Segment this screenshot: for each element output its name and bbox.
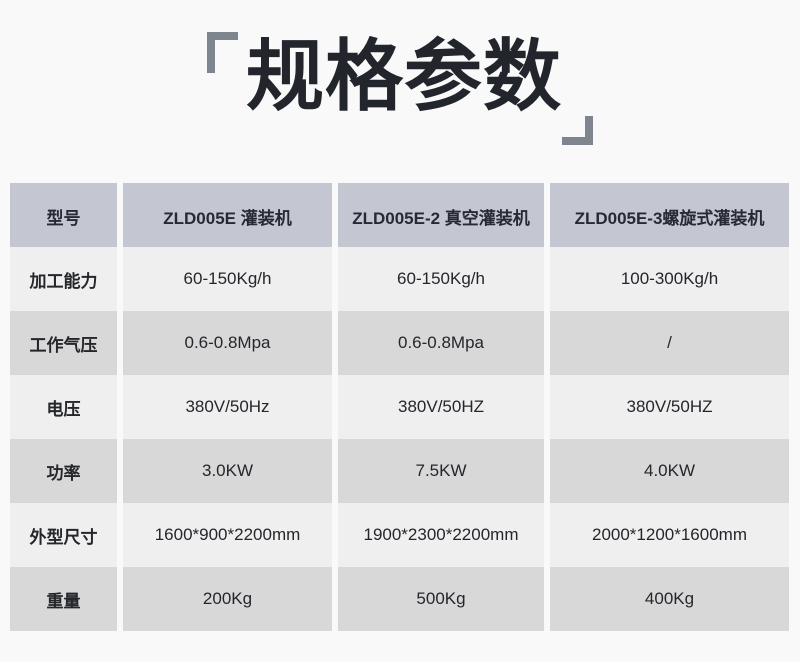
table-cell: 380V/50Hz: [123, 375, 332, 439]
table-cell: 60-150Kg/h: [123, 247, 332, 311]
table-cell: 7.5KW: [338, 439, 544, 503]
table-cell: 100-300Kg/h: [550, 247, 789, 311]
table-cell: 200Kg: [123, 567, 332, 631]
column-header-model: 型号: [10, 183, 117, 249]
table-cell: 0.6-0.8Mpa: [338, 311, 544, 375]
section-title: 规格参数: [0, 0, 800, 160]
table-cell: 3.0KW: [123, 439, 332, 503]
table-cell: /: [550, 311, 789, 375]
row-label-weight: 重量: [10, 567, 117, 631]
table-cell: 60-150Kg/h: [338, 247, 544, 311]
table-cell: 400Kg: [550, 567, 789, 631]
column-header-machine-3: ZLD005E-3螺旋式灌装机: [550, 183, 789, 249]
row-label-power: 功率: [10, 439, 117, 503]
spec-table: 型号 ZLD005E 灌装机 ZLD005E-2 真空灌装机 ZLD005E-3…: [10, 183, 789, 631]
table-cell: 4.0KW: [550, 439, 789, 503]
row-label-pressure: 工作气压: [10, 311, 117, 375]
table-cell: 2000*1200*1600mm: [550, 503, 789, 567]
row-label-dimensions: 外型尺寸: [10, 503, 117, 567]
table-cell: 1900*2300*2200mm: [338, 503, 544, 567]
table-cell: 380V/50HZ: [550, 375, 789, 439]
table-cell: 500Kg: [338, 567, 544, 631]
column-header-machine-2: ZLD005E-2 真空灌装机: [338, 183, 544, 249]
page-title: 规格参数: [246, 32, 563, 120]
table-cell: 380V/50HZ: [338, 375, 544, 439]
row-label-voltage: 电压: [10, 375, 117, 439]
table-cell: 0.6-0.8Mpa: [123, 311, 332, 375]
row-label-capacity: 加工能力: [10, 247, 117, 311]
bracket-bottom-right-icon: [562, 116, 593, 145]
table-cell: 1600*900*2200mm: [123, 503, 332, 567]
column-header-machine-1: ZLD005E 灌装机: [123, 183, 332, 249]
bracket-top-left-icon: [207, 32, 238, 73]
